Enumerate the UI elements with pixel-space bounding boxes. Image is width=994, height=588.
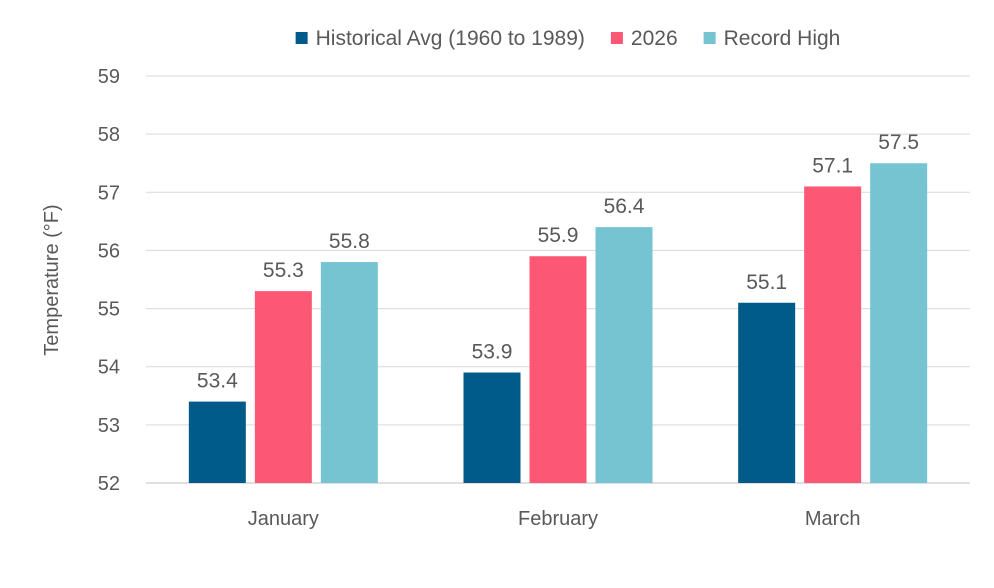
data-label: 57.1	[812, 154, 853, 177]
y-tick-label: 59	[98, 66, 120, 88]
legend-label: Record High	[724, 27, 841, 50]
bar	[320, 262, 378, 483]
bar	[804, 186, 862, 483]
bar	[529, 256, 587, 483]
data-label: 57.5	[878, 131, 919, 154]
bar	[870, 163, 928, 483]
y-tick-label: 55	[98, 299, 120, 321]
data-label: 55.8	[329, 230, 370, 253]
bar	[188, 401, 246, 483]
bar	[738, 302, 796, 483]
x-category-label: January	[248, 508, 319, 530]
y-tick-label: 54	[98, 357, 120, 379]
data-label: 53.9	[472, 341, 513, 364]
data-label: 53.4	[197, 370, 238, 393]
x-category-label: February	[518, 508, 598, 530]
y-tick-label: 52	[98, 473, 120, 495]
bar	[254, 291, 312, 483]
bars	[188, 163, 928, 483]
data-labels: 53.4 55.3 55.8 53.9 55.9 56.4 55.1 57.1 57.5	[197, 131, 919, 392]
data-label: 55.9	[538, 224, 579, 247]
bar	[595, 227, 653, 483]
bar	[463, 372, 521, 483]
data-label: 56.4	[604, 195, 645, 218]
legend-label: 2026	[631, 27, 678, 50]
x-category-label: March	[805, 508, 861, 530]
legend: Historical Avg (1960 to 1989) 2026 Record …	[295, 27, 841, 50]
y-axis-title: Temperature (°F)	[41, 204, 63, 355]
legend-label: Historical Avg (1960 to 1989)	[316, 27, 585, 50]
y-tick-label: 53	[98, 415, 120, 437]
data-label: 55.1	[746, 271, 787, 294]
legend-swatch	[610, 32, 623, 44]
y-tick-label: 56	[98, 240, 120, 262]
x-axis-categories: January February March	[248, 508, 861, 530]
y-tick-label: 57	[98, 182, 120, 204]
y-tick-label: 58	[98, 124, 120, 146]
data-label: 55.3	[263, 259, 304, 282]
y-axis-ticks: 52 53 54 55 56 57 58 59	[98, 66, 120, 495]
legend-swatch	[703, 32, 716, 44]
legend-swatch	[295, 32, 308, 44]
